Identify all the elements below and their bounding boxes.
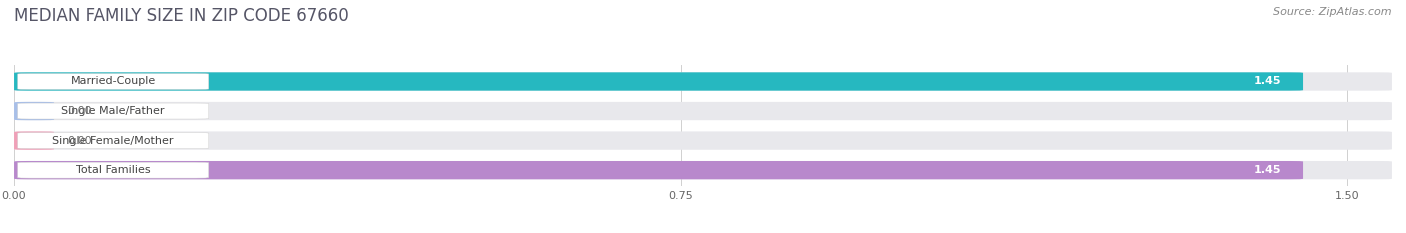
FancyBboxPatch shape <box>18 162 208 178</box>
FancyBboxPatch shape <box>14 131 53 150</box>
Text: 1.45: 1.45 <box>1253 165 1281 175</box>
FancyBboxPatch shape <box>14 161 1303 179</box>
Text: Single Female/Mother: Single Female/Mother <box>52 136 174 146</box>
Text: Married-Couple: Married-Couple <box>70 76 156 86</box>
FancyBboxPatch shape <box>14 72 1303 91</box>
FancyBboxPatch shape <box>14 161 1392 179</box>
Text: MEDIAN FAMILY SIZE IN ZIP CODE 67660: MEDIAN FAMILY SIZE IN ZIP CODE 67660 <box>14 7 349 25</box>
FancyBboxPatch shape <box>18 103 208 119</box>
Text: Source: ZipAtlas.com: Source: ZipAtlas.com <box>1274 7 1392 17</box>
FancyBboxPatch shape <box>14 72 1392 91</box>
FancyBboxPatch shape <box>14 102 1392 120</box>
Text: Total Families: Total Families <box>76 165 150 175</box>
FancyBboxPatch shape <box>14 102 53 120</box>
Text: 0.00: 0.00 <box>67 136 91 146</box>
FancyBboxPatch shape <box>18 74 208 89</box>
Text: 0.00: 0.00 <box>67 106 91 116</box>
Text: Single Male/Father: Single Male/Father <box>62 106 165 116</box>
FancyBboxPatch shape <box>18 133 208 149</box>
Text: 1.45: 1.45 <box>1253 76 1281 86</box>
FancyBboxPatch shape <box>14 131 1392 150</box>
